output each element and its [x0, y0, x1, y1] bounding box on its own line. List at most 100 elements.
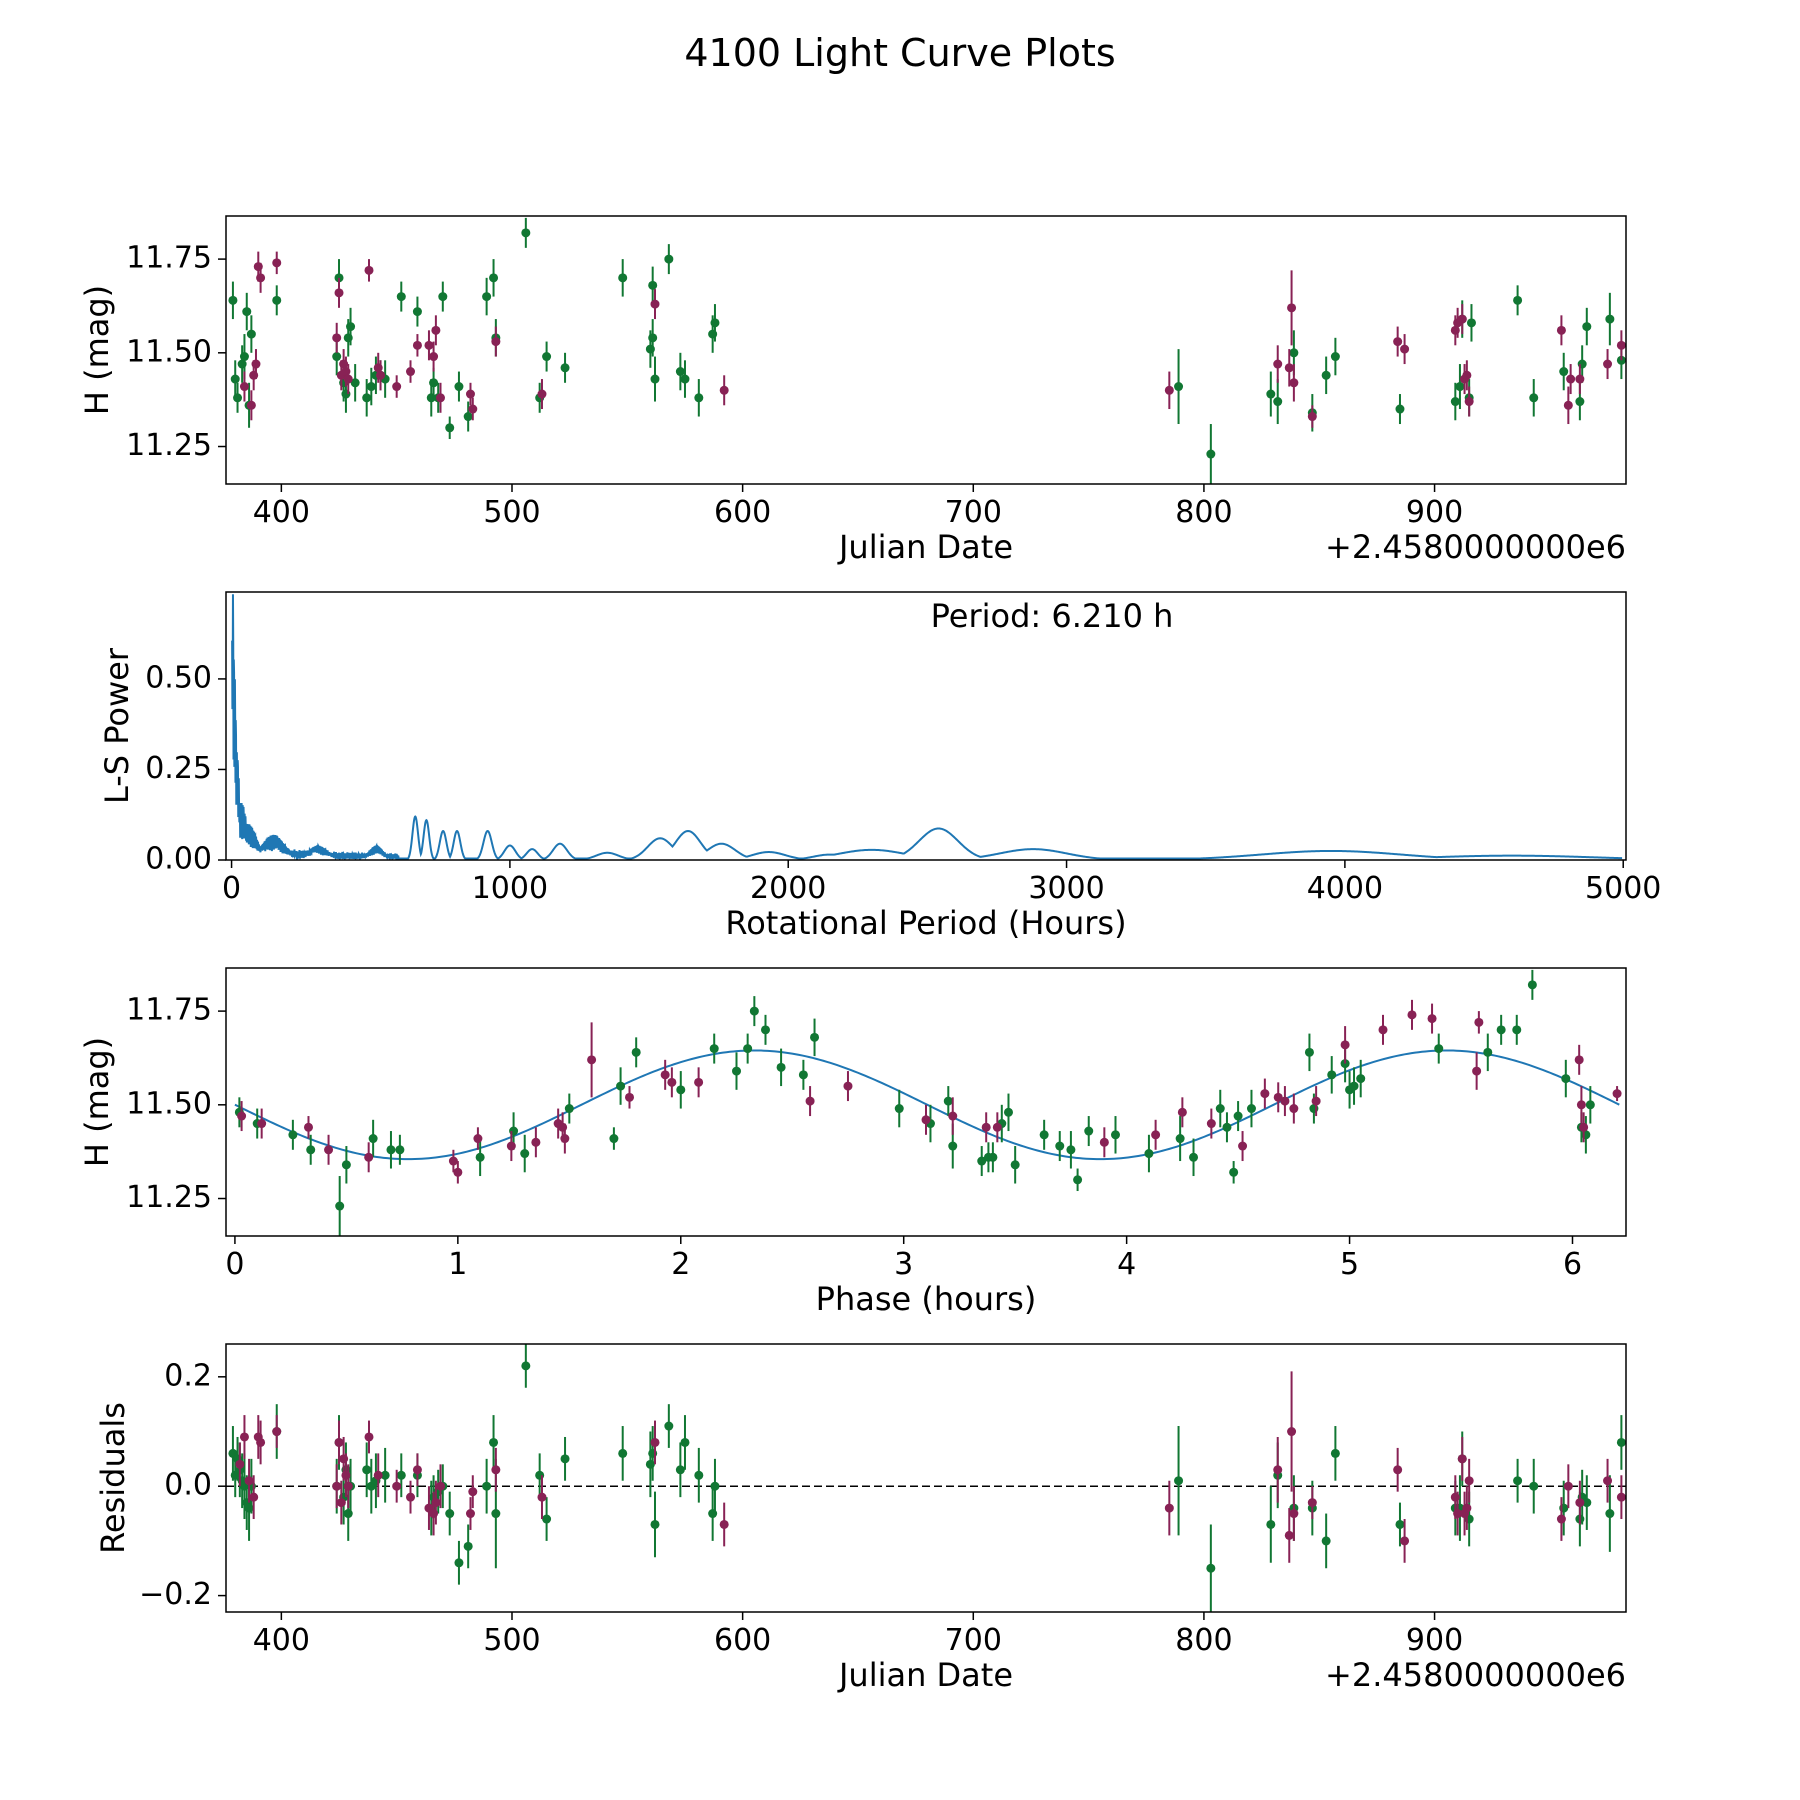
- phase-point-green: [1003, 1107, 1013, 1117]
- phase-point-green: [475, 1152, 485, 1162]
- residuals-ticks: 400 500 600 700 800 900 −0.2 0.0 0.2: [139, 1358, 1463, 1658]
- lc-xtick-label: 400: [253, 495, 310, 530]
- phase-point-green: [709, 1044, 719, 1054]
- res-xtick-label: 700: [945, 1623, 1002, 1658]
- phase-point-purple: [587, 1055, 597, 1065]
- res-point-green: [1321, 1536, 1331, 1546]
- periodogram-ylabel: L-S Power: [98, 647, 136, 804]
- phase-point-green: [1327, 1070, 1337, 1080]
- phase-point-green: [368, 1134, 378, 1144]
- res-point-purple: [1453, 1509, 1463, 1519]
- res-point-green: [482, 1481, 492, 1491]
- lc-point-purple: [1400, 344, 1410, 354]
- phase-marks: [234, 969, 1622, 1236]
- ls-xtick-label: 5000: [1585, 871, 1661, 906]
- res-ytick-label: 0.2: [164, 1358, 212, 1393]
- lc-point-purple: [364, 265, 374, 275]
- phase-panel: 0 1 2 3 4 5 6 11.25 11.50 11.75 Phase (hours) H (…: [78, 967, 1627, 1318]
- ls-ytick-label: 0.25: [145, 751, 212, 786]
- phase-ytick-label: 11.25: [126, 1180, 212, 1215]
- lc-point-green: [246, 329, 256, 339]
- lc-ytick-label: 11.50: [126, 334, 212, 369]
- phase-point-purple: [303, 1122, 313, 1132]
- lc-point-purple: [491, 337, 501, 347]
- phase-point-green: [1527, 980, 1537, 990]
- lc-point-green: [648, 280, 658, 290]
- res-point-green: [1266, 1519, 1276, 1529]
- phase-point-purple: [1579, 1122, 1589, 1132]
- periodogram-ticks: 0 1000 2000 3000 4000 5000 0.00 0.25 0.50: [145, 660, 1661, 906]
- periodogram-marks: [231, 594, 1623, 860]
- res-point-purple: [1575, 1498, 1585, 1508]
- phase-point-purple: [1151, 1130, 1161, 1140]
- phase-point-green: [732, 1066, 742, 1076]
- res-xtick-label: 800: [1175, 1623, 1232, 1658]
- lc-point-purple: [1462, 370, 1472, 380]
- lc-point-green: [694, 393, 704, 403]
- residuals-axes-frame: [225, 1343, 1627, 1613]
- lc-point-green: [1559, 367, 1569, 377]
- res-xtick-label: 500: [483, 1623, 540, 1658]
- lc-point-purple: [392, 382, 402, 392]
- res-point-green: [1513, 1476, 1523, 1486]
- lc-point-purple: [412, 340, 422, 350]
- phase-point-green: [1561, 1074, 1571, 1084]
- phase-point-purple: [1099, 1137, 1109, 1147]
- res-point-purple: [650, 1437, 660, 1447]
- phase-xtick-label: 0: [225, 1247, 244, 1282]
- lc-point-purple: [1563, 400, 1573, 410]
- res-point-purple: [1284, 1530, 1294, 1540]
- residuals-ylabel: Residuals: [94, 1402, 132, 1554]
- phase-xtick-label: 6: [1563, 1247, 1582, 1282]
- lc-point-purple: [1603, 359, 1613, 369]
- lc-point-purple: [537, 389, 547, 399]
- res-point-green: [380, 1470, 390, 1480]
- res-point-purple: [1563, 1481, 1573, 1491]
- lc-point-purple: [465, 389, 475, 399]
- res-point-purple: [465, 1509, 475, 1519]
- phase-point-green: [948, 1141, 958, 1151]
- phase-point-purple: [1574, 1055, 1584, 1065]
- lc-point-green: [618, 273, 628, 283]
- res-point-green: [618, 1448, 628, 1458]
- lc-point-green: [1575, 397, 1585, 407]
- res-point-purple: [1287, 1427, 1297, 1437]
- phase-point-purple: [992, 1122, 1002, 1132]
- res-point-purple: [468, 1487, 478, 1497]
- lc-point-green: [650, 374, 660, 384]
- lc-point-purple: [256, 273, 266, 283]
- phase-point-purple: [1311, 1096, 1321, 1106]
- lc-xtick-label: 800: [1175, 495, 1232, 530]
- phase-point-green: [520, 1149, 530, 1159]
- lc-point-purple: [1556, 325, 1566, 335]
- phase-point-green: [1144, 1149, 1154, 1159]
- phase-point-green: [749, 1006, 759, 1016]
- phase-point-purple: [237, 1111, 247, 1121]
- phase-point-green: [395, 1145, 405, 1155]
- lc-xtick-label: 500: [483, 495, 540, 530]
- phase-point-purple: [625, 1092, 635, 1102]
- lc-point-purple: [1164, 385, 1174, 395]
- lc-point-purple: [424, 340, 434, 350]
- phase-ticks: 0 1 2 3 4 5 6 11.25 11.50 11.75: [126, 993, 1582, 1282]
- res-point-green: [675, 1465, 685, 1475]
- res-xtick-label: 900: [1406, 1623, 1463, 1658]
- phase-point-purple: [560, 1134, 570, 1144]
- phase-point-green: [564, 1104, 574, 1114]
- lc-point-green: [412, 307, 422, 317]
- phase-point-purple: [1472, 1066, 1482, 1076]
- phase-point-green: [1496, 1025, 1506, 1035]
- phase-point-purple: [448, 1156, 458, 1166]
- phase-point-green: [743, 1044, 753, 1054]
- phase-point-green: [1512, 1025, 1522, 1035]
- res-point-purple: [719, 1519, 729, 1529]
- res-point-purple: [1457, 1454, 1467, 1464]
- lc-point-purple: [1284, 363, 1294, 373]
- res-ytick-label: 0.0: [164, 1468, 212, 1503]
- phase-point-purple: [1177, 1107, 1187, 1117]
- phase-point-green: [306, 1145, 316, 1155]
- lc-point-green: [445, 423, 455, 433]
- res-point-purple: [373, 1470, 383, 1480]
- phase-point-green: [1483, 1047, 1493, 1057]
- lc-point-green: [1289, 348, 1299, 358]
